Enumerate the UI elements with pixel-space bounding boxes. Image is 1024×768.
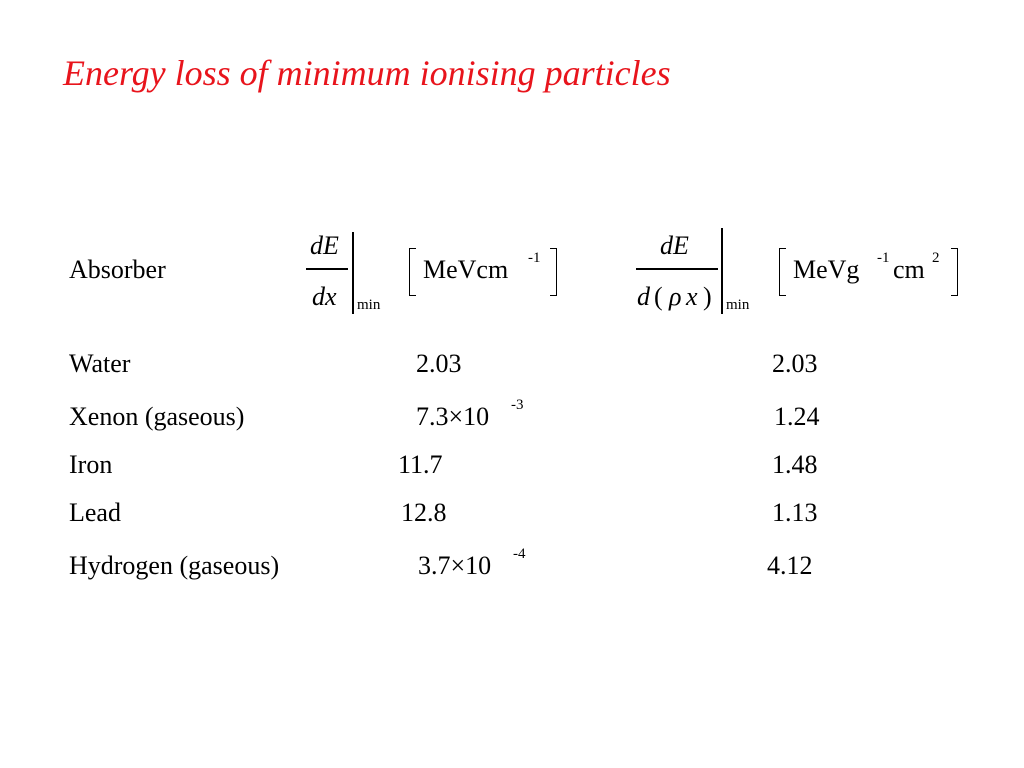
row-col2-value: 2.03	[772, 349, 818, 378]
col1-evaluation-bar	[352, 232, 354, 314]
col2-bracket-left	[779, 248, 786, 296]
col1-fraction-bar	[306, 268, 348, 270]
col1-bracket-left	[409, 248, 416, 296]
col2-denominator-d: d	[637, 282, 650, 311]
col1-bracket-right	[550, 248, 557, 296]
col2-subscript: min	[726, 297, 750, 313]
row-col1-value: 12.8	[401, 498, 447, 527]
col1-unit-exponent: -1	[528, 250, 541, 266]
col1-numerator: dE	[310, 231, 339, 260]
col2-unit-a-exponent: -1	[877, 250, 890, 266]
col2-fraction-bar	[636, 268, 718, 270]
row-absorber: Lead	[69, 498, 121, 527]
col2-denominator-rho: ρ	[669, 282, 682, 311]
col2-denominator-open-paren: (	[654, 282, 663, 311]
col2-denominator-close-paren: )	[703, 282, 712, 311]
row-col1-value: 2.03	[416, 349, 462, 378]
row-absorber: Water	[69, 349, 131, 378]
col2-evaluation-bar	[721, 228, 723, 314]
row-col2-value: 1.24	[774, 402, 820, 431]
row-col1-value: 3.7×10	[418, 551, 492, 580]
row-absorber: Hydrogen (gaseous)	[69, 551, 280, 580]
row-col2-value: 1.13	[772, 498, 818, 527]
slide-title: Energy loss of minimum ionising particle…	[63, 53, 671, 93]
row-col1-exponent: -3	[511, 397, 524, 413]
col1-denominator: dx	[312, 282, 337, 311]
col2-numerator: dE	[660, 231, 689, 260]
row-col1-exponent: -4	[513, 546, 526, 562]
row-absorber: Iron	[69, 450, 113, 479]
row-col2-value: 4.12	[767, 551, 813, 580]
row-col1-value: 11.7	[398, 450, 443, 479]
col2-unit-a: MeVg	[793, 255, 860, 284]
row-col1-value: 7.3×10	[416, 402, 490, 431]
col1-subscript: min	[357, 297, 381, 313]
col2-bracket-right	[951, 248, 958, 296]
col2-unit-b: cm	[893, 255, 925, 284]
row-col2-value: 1.48	[772, 450, 818, 479]
header-absorber: Absorber	[69, 255, 166, 284]
col2-unit-b-exponent: 2	[932, 250, 940, 266]
row-absorber: Xenon (gaseous)	[69, 402, 245, 431]
col2-denominator-x: x	[686, 282, 698, 311]
col1-unit: MeVcm	[423, 255, 509, 284]
